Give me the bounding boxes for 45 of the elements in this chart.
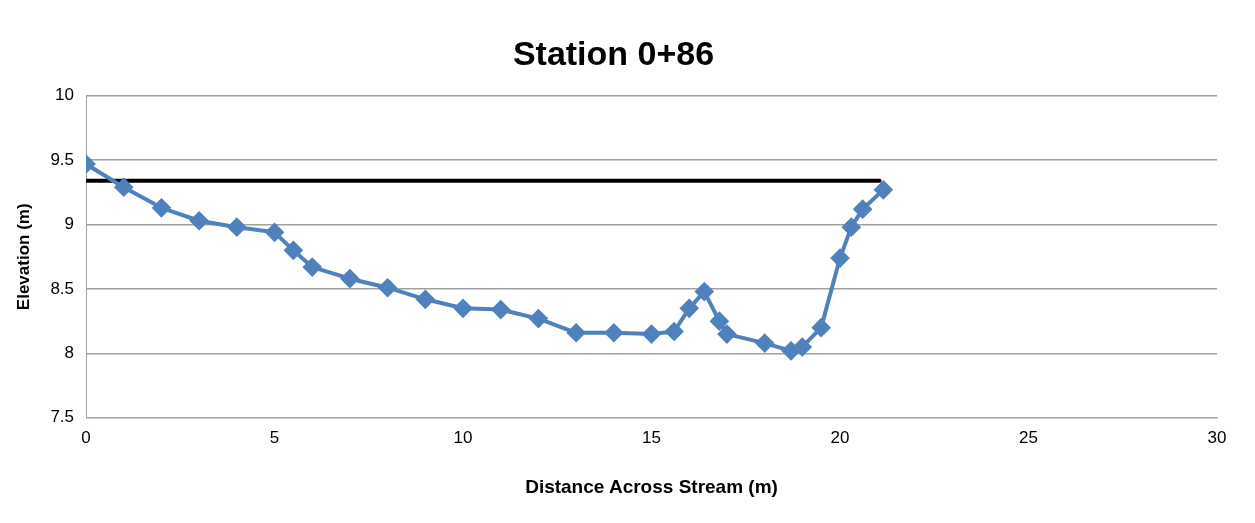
point bbox=[303, 258, 322, 277]
y-tick-label: 8 bbox=[64, 343, 75, 363]
point bbox=[812, 318, 831, 337]
y-tick-label: 10 bbox=[55, 85, 75, 105]
point bbox=[717, 325, 736, 344]
point bbox=[284, 241, 303, 260]
y-tick-label: 9.5 bbox=[50, 149, 75, 169]
x-tick-label: 25 bbox=[1019, 427, 1038, 447]
chart-title: Station 0+86 bbox=[512, 33, 715, 72]
point bbox=[842, 218, 861, 237]
point bbox=[152, 198, 171, 217]
y-tick-label: 7.5 bbox=[50, 407, 75, 427]
point bbox=[680, 299, 699, 318]
x-axis-title: Distance Across Stream (m) bbox=[525, 475, 778, 497]
point bbox=[642, 325, 661, 344]
x-tick-label: 5 bbox=[269, 427, 280, 447]
point bbox=[604, 323, 623, 342]
point bbox=[227, 218, 246, 237]
point bbox=[114, 178, 133, 197]
x-tick-label: 20 bbox=[830, 427, 850, 447]
point bbox=[793, 337, 812, 356]
point bbox=[416, 290, 435, 309]
x-tick-label: 30 bbox=[1207, 427, 1227, 447]
point bbox=[378, 278, 397, 297]
point bbox=[529, 309, 548, 328]
x-tick-label: 15 bbox=[642, 427, 661, 447]
point bbox=[755, 334, 774, 353]
point bbox=[695, 282, 714, 301]
point bbox=[665, 322, 684, 341]
point bbox=[874, 180, 893, 199]
point bbox=[190, 211, 209, 230]
y-tick-label: 9 bbox=[64, 214, 75, 234]
point bbox=[454, 299, 473, 318]
point bbox=[710, 312, 729, 331]
point bbox=[782, 341, 800, 360]
x-tick-label: 0 bbox=[81, 427, 91, 447]
point bbox=[340, 269, 359, 288]
y-tick-label: 8.5 bbox=[50, 278, 75, 298]
point bbox=[831, 249, 850, 268]
point bbox=[853, 200, 872, 219]
point bbox=[567, 323, 586, 342]
y-axis-title: Elevation (m) bbox=[13, 203, 33, 311]
point bbox=[265, 223, 284, 242]
x-tick-label: 10 bbox=[453, 427, 473, 447]
point bbox=[491, 300, 510, 319]
